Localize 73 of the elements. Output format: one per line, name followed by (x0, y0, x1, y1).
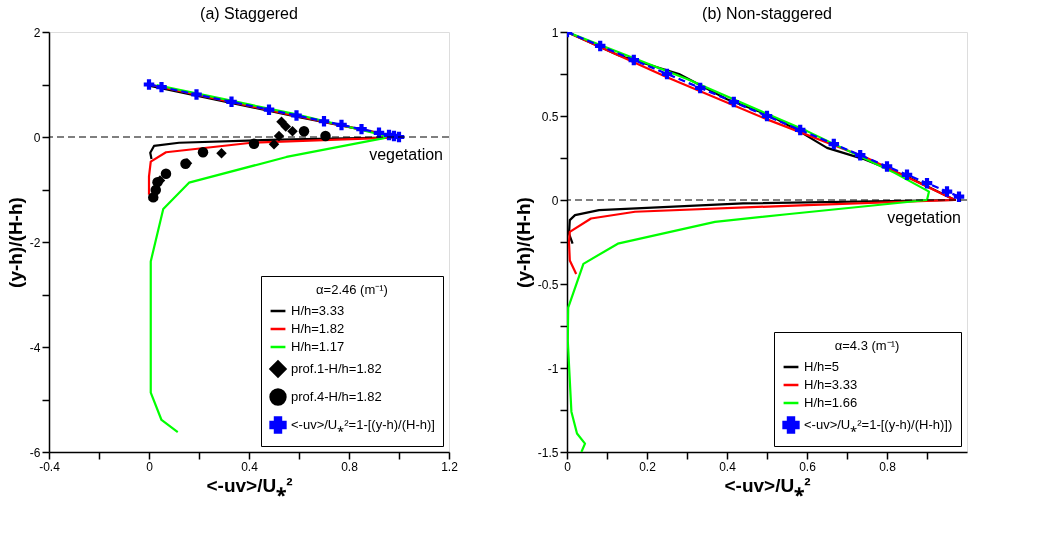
legend-label: H/h=1.66 (804, 395, 858, 410)
legend-title: α=4.3 (m⁻¹) (834, 338, 900, 353)
x-axis-title: <-uv>/U⁎² (724, 474, 811, 497)
legend-label: <-uv>/U⁎²=1-[(y-h)/(H-h)]) (804, 417, 953, 432)
point (921, 177, 933, 189)
y-axis-title: (y-h)/(H-h) (4, 197, 26, 288)
point (594, 40, 606, 52)
point (694, 82, 706, 94)
chart-title: (b) Non-staggered (702, 5, 832, 22)
x-tick-label: 0.4 (241, 459, 259, 474)
point (628, 54, 640, 66)
legend-label: H/h=1.17 (291, 339, 345, 354)
point (226, 96, 237, 108)
y-tick-label: -1 (547, 361, 559, 376)
point (248, 138, 260, 150)
point (941, 186, 953, 197)
x-tick-label: 0.8 (341, 459, 359, 474)
point (761, 110, 773, 122)
ref-line-label: vegetation (887, 209, 961, 226)
point (356, 123, 367, 135)
point (148, 192, 159, 203)
point (298, 125, 310, 137)
x-tick-label: 0.6 (799, 459, 817, 474)
point (336, 119, 347, 131)
point (661, 68, 673, 80)
y-tick-label: 0.5 (541, 109, 559, 124)
x-tick-label: 0 (564, 459, 572, 474)
point (953, 191, 965, 202)
y-tick-label: -4 (29, 340, 41, 355)
point (794, 124, 806, 136)
legend-label: prof.1-H/h=1.82 (291, 361, 382, 376)
y-axis-title: (y-h)/(H-h) (512, 197, 534, 288)
x-tick-label: 0.4 (719, 459, 737, 474)
x-axis-title: <-uv>/U⁎² (206, 474, 293, 497)
point (287, 125, 298, 137)
point (197, 146, 209, 158)
point (143, 79, 155, 90)
x-tick-label: 0 (146, 459, 154, 474)
legend-label: H/h=3.33 (291, 303, 345, 318)
ref-line-label: vegetation (369, 146, 443, 163)
y-tick-label: 1 (551, 25, 559, 40)
point (728, 96, 740, 108)
y-tick-label: -1.5 (537, 445, 559, 460)
point (828, 138, 840, 150)
y-tick-label: -0.5 (537, 277, 559, 292)
y-tick-label: 2 (33, 25, 41, 40)
legend-label: H/h=5 (804, 359, 840, 374)
point (881, 161, 893, 172)
point (263, 104, 275, 115)
y-tick-label: -2 (29, 235, 41, 250)
y-tick-label: 0 (33, 130, 41, 145)
x-tick-label: 0.2 (639, 459, 657, 474)
point (216, 148, 227, 159)
x-tick-label: 0.8 (879, 459, 897, 474)
point (191, 89, 202, 100)
point (854, 149, 866, 161)
legend-title: α=2.46 (m⁻¹) (316, 282, 388, 297)
y-tick-label: -6 (29, 445, 41, 460)
legend-label: prof.4-H/h=1.82 (291, 389, 382, 404)
point (156, 81, 167, 93)
point (901, 169, 913, 181)
point (160, 168, 172, 179)
legend-label: H/h=3.33 (804, 377, 858, 392)
point (291, 110, 302, 121)
legend-label: H/h=1.82 (291, 321, 345, 336)
x-tick-label: 1.2 (441, 459, 459, 474)
point (268, 139, 280, 150)
point (280, 121, 291, 132)
legend-label: <-uv>/U⁎²=1-[(y-h)/(H-h)] (291, 417, 435, 432)
x-tick-label: -0.4 (39, 459, 61, 474)
y-tick-label: 0 (551, 193, 559, 208)
chart-title: (a) Staggered (200, 5, 298, 22)
point (318, 116, 330, 127)
